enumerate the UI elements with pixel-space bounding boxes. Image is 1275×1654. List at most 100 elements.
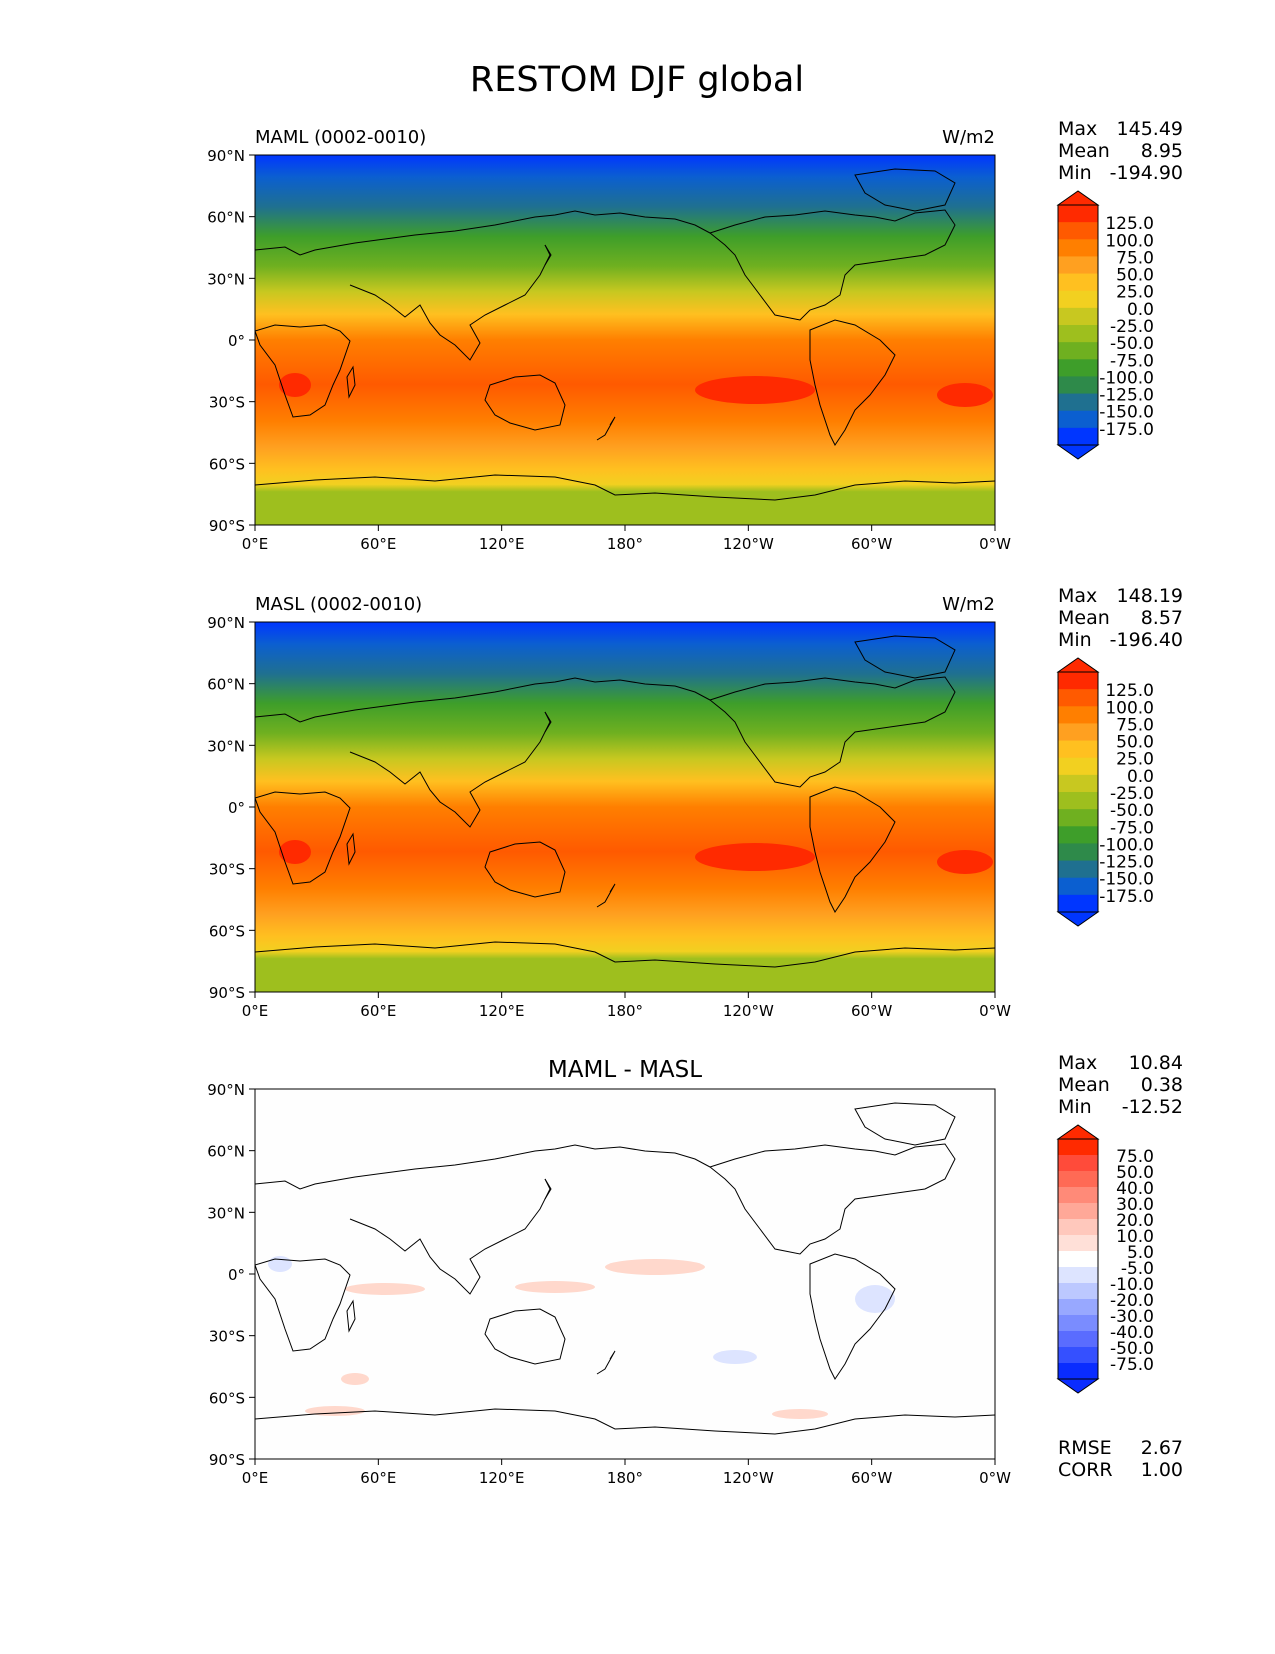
lat-tick-label: 60°N xyxy=(207,209,245,227)
lon-tick-label: 120°E xyxy=(479,1469,525,1487)
colorbar-bin xyxy=(1058,740,1098,759)
colorbar-label: -25.0 xyxy=(1110,784,1154,804)
colorbar-bin xyxy=(1058,1299,1098,1316)
colorbar-label: 0.0 xyxy=(1127,300,1154,320)
colorbar-extend-min xyxy=(1056,1378,1100,1394)
colorbar-bin xyxy=(1058,843,1098,862)
stat-label: Mean xyxy=(1058,1074,1110,1096)
colorbar-label: -150.0 xyxy=(1099,870,1154,890)
colorbar-extend-min xyxy=(1056,444,1100,460)
colorbar-bin xyxy=(1058,894,1098,913)
stat-label: Max xyxy=(1058,1052,1097,1074)
colorbar-label: -40.0 xyxy=(1110,1323,1154,1343)
colorbar-bin xyxy=(1058,809,1098,827)
difference-region xyxy=(605,1259,705,1275)
colorbar-frame xyxy=(1057,204,1099,446)
field-maximum xyxy=(279,840,311,864)
lon-tick-label: 180° xyxy=(607,1002,643,1020)
colorbar-bin xyxy=(1058,1235,1098,1252)
colorbar-label: 50.0 xyxy=(1116,1163,1154,1183)
stat-value: 0.38 xyxy=(1141,1074,1183,1096)
colorbar-label: 0.0 xyxy=(1127,767,1154,787)
colorbar-label: -175.0 xyxy=(1099,420,1154,440)
colorbar-bin xyxy=(1058,1187,1098,1204)
lat-tick-label: 60°S xyxy=(209,455,245,473)
lat-tick-label: 0° xyxy=(228,1266,245,1284)
colorbar-label: 75.0 xyxy=(1116,248,1154,268)
lon-tick-label: 60°E xyxy=(360,1469,396,1487)
difference-region xyxy=(772,1409,828,1419)
figure-title: RESTOM DJF global xyxy=(470,60,804,100)
stat-label: CORR xyxy=(1058,1459,1113,1481)
lat-tick-label: 30°N xyxy=(207,1204,245,1222)
colorbar-bin xyxy=(1058,1251,1098,1268)
colorbar-label: -125.0 xyxy=(1099,386,1154,406)
lat-tick-label: 90°S xyxy=(209,517,245,535)
stat-value: 8.95 xyxy=(1141,140,1183,162)
stat-value: -194.90 xyxy=(1110,162,1183,184)
field-maximum xyxy=(279,373,311,397)
stat-label: Max xyxy=(1058,585,1097,607)
lat-tick-label: 60°N xyxy=(207,676,245,694)
lon-tick-label: 0°W xyxy=(979,1469,1011,1487)
colorbar-frame xyxy=(1057,1138,1099,1380)
stat-value: 8.57 xyxy=(1141,607,1183,629)
colorbar-bin xyxy=(1058,774,1098,793)
stat-value: -196.40 xyxy=(1110,629,1183,651)
field-maximum xyxy=(937,850,993,874)
lon-tick-label: 0°W xyxy=(979,1002,1011,1020)
lon-tick-label: 0°W xyxy=(979,535,1011,553)
colorbar-bin xyxy=(1058,723,1098,742)
map-panel-1: MAML (0002-0010) W/m2 90°N 60°N 30°N 0° 30°S 60… xyxy=(207,118,1183,553)
stat-label: Mean xyxy=(1058,140,1110,162)
lat-tick-label: 60°S xyxy=(209,922,245,940)
lon-tick-label: 180° xyxy=(607,535,643,553)
lon-tick-label: 60°W xyxy=(851,535,893,553)
lon-tick-label: 120°E xyxy=(479,1002,525,1020)
lon-tick-label: 0°E xyxy=(242,1469,269,1487)
colorbar-bin xyxy=(1058,273,1098,292)
colorbar: 75.050.040.030.020.010.05.0-5.0-10.0-20.… xyxy=(1056,1124,1154,1394)
colorbar-bin xyxy=(1058,307,1098,326)
colorbar-bin xyxy=(1058,1203,1098,1220)
colorbar-label: -10.0 xyxy=(1110,1275,1154,1295)
lat-tick-label: 30°S xyxy=(209,394,245,412)
lat-tick-label: 90°S xyxy=(209,984,245,1002)
difference-region xyxy=(268,1256,292,1272)
stat-label: RMSE xyxy=(1058,1437,1112,1459)
colorbar-label: -20.0 xyxy=(1110,1291,1154,1311)
colorbar-bin xyxy=(1058,376,1098,395)
stat-label: Min xyxy=(1058,629,1092,651)
colorbar-bin xyxy=(1058,1363,1098,1380)
colorbar-label: -50.0 xyxy=(1110,801,1154,821)
colorbar-bin xyxy=(1058,342,1098,360)
lat-tick-label: 90°N xyxy=(207,147,245,165)
lon-tick-label: 60°W xyxy=(851,1469,893,1487)
map-panel-2: MASL (0002-0010) W/m2 90°N 60°N 30°N 0° 30°S 60… xyxy=(207,585,1183,1020)
stat-value: -12.52 xyxy=(1122,1096,1183,1118)
colorbar-bin xyxy=(1058,1267,1098,1284)
colorbar-bin xyxy=(1058,877,1098,896)
colorbar-label: 5.0 xyxy=(1127,1243,1154,1263)
colorbar-extend-min xyxy=(1056,911,1100,927)
lat-tick-label: 30°S xyxy=(209,861,245,879)
lon-tick-label: 60°E xyxy=(360,535,396,553)
colorbar-label: 125.0 xyxy=(1105,214,1154,234)
difference-region xyxy=(713,1350,757,1364)
lon-tick-label: 120°E xyxy=(479,535,525,553)
field-maximum xyxy=(695,376,815,404)
field-maximum xyxy=(937,383,993,407)
colorbar-bin xyxy=(1058,222,1098,240)
stat-value: 2.67 xyxy=(1141,1437,1183,1459)
colorbar-bin xyxy=(1058,256,1098,275)
lon-tick-label: 120°W xyxy=(723,535,774,553)
colorbar-label: -5.0 xyxy=(1121,1259,1154,1279)
lat-tick-label: 30°S xyxy=(209,1328,245,1346)
lon-tick-label: 120°W xyxy=(723,1002,774,1020)
difference-region xyxy=(515,1281,595,1293)
colorbar-label: -150.0 xyxy=(1099,403,1154,423)
colorbar-label: 50.0 xyxy=(1116,733,1154,753)
colorbar-label: 50.0 xyxy=(1116,266,1154,286)
colorbar-bin xyxy=(1058,1139,1098,1156)
